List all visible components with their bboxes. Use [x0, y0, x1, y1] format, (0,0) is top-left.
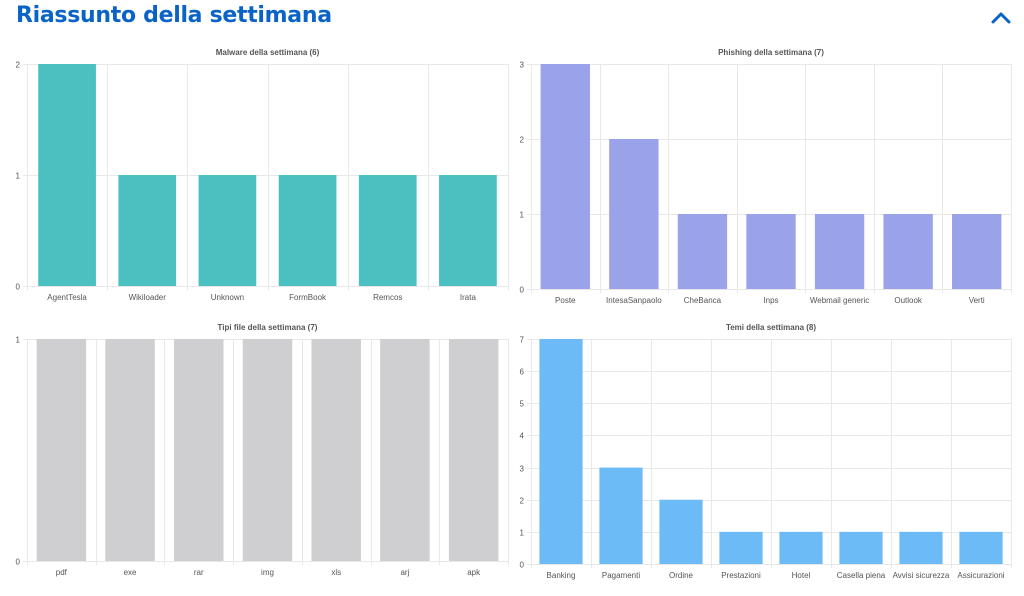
- bar-chebanca: [677, 214, 728, 289]
- y-tick-label: 1: [520, 529, 525, 538]
- bar-apk: [448, 339, 499, 561]
- bar-prestazioni: [719, 531, 763, 564]
- x-tick-label: pdf: [56, 568, 68, 577]
- x-tick-label: Webmail generic: [810, 296, 869, 305]
- y-tick-label: 5: [520, 400, 525, 409]
- bar-ordine: [659, 499, 703, 564]
- bar-banking: [539, 339, 583, 564]
- bar-outlook: [883, 214, 933, 289]
- y-tick-label: 0: [520, 286, 525, 295]
- bar-agenttesla: [38, 64, 96, 286]
- y-tick-label: 0: [16, 558, 21, 567]
- chart-title: Malware della settimana (6): [216, 48, 320, 57]
- page-title: Riassunto della settimana: [16, 3, 332, 28]
- x-tick-label: Outlook: [894, 296, 923, 305]
- x-tick-label: xls: [331, 568, 341, 577]
- bar-irata: [439, 175, 497, 286]
- x-tick-label: Assicurazioni: [957, 571, 1004, 580]
- bar-unknown: [198, 175, 257, 286]
- chart-title: Tipi file della settimana (7): [218, 323, 318, 332]
- bar-img: [242, 339, 293, 561]
- bar-hotel: [779, 531, 823, 564]
- bar-poste: [540, 64, 590, 289]
- x-tick-label: Hotel: [792, 571, 811, 580]
- bar-inps: [746, 214, 796, 289]
- x-tick-label: Prestazioni: [721, 571, 761, 580]
- x-tick-label: rar: [194, 568, 204, 577]
- chart-title: Temi della settimana (8): [726, 323, 816, 332]
- bar-intesasanpaolo: [609, 139, 659, 289]
- x-tick-label: arj: [400, 568, 409, 577]
- y-tick-label: 6: [520, 368, 525, 377]
- y-tick-label: 4: [520, 432, 525, 441]
- y-tick-label: 2: [520, 497, 525, 506]
- bar-avvisi-sicurezza: [899, 531, 943, 564]
- chart-4: Temi della settimana (8) 0 1 2 3 4 5 6 7 Banking P…: [520, 323, 1012, 580]
- chevron-up-icon: [991, 12, 1011, 24]
- chart-3: Tipi file della settimana (7) 0 1 pdf exe rar…: [16, 323, 509, 577]
- chart-1: Malware della settimana (6) 0 1 2 AgentTesla…: [16, 48, 509, 302]
- x-tick-label: Wikiloader: [129, 293, 167, 302]
- y-tick-label: 2: [520, 136, 525, 145]
- y-tick-label: 1: [520, 211, 525, 220]
- bar-exe: [105, 339, 155, 561]
- bar-verti: [952, 214, 1002, 289]
- bar-rar: [174, 339, 224, 561]
- x-tick-label: Ordine: [669, 571, 694, 580]
- x-tick-label: FormBook: [289, 293, 327, 302]
- bar-formbook: [278, 175, 337, 286]
- collapse-button[interactable]: [988, 8, 1014, 28]
- x-tick-label: IntesaSanpaolo: [606, 296, 662, 305]
- x-tick-label: Remcos: [373, 293, 402, 302]
- x-tick-label: AgentTesla: [47, 293, 87, 302]
- x-tick-label: exe: [124, 568, 137, 577]
- x-tick-label: Casella piena: [837, 571, 886, 580]
- bar-pagamenti: [599, 467, 643, 564]
- x-tick-label: Inps: [763, 296, 778, 305]
- bar-arj: [380, 339, 430, 561]
- x-tick-label: img: [261, 568, 274, 577]
- y-tick-label: 7: [520, 336, 525, 345]
- bar-wikiloader: [118, 175, 177, 286]
- y-tick-label: 3: [520, 61, 525, 70]
- y-tick-label: 1: [16, 336, 21, 345]
- bar-xls: [311, 339, 361, 561]
- x-tick-label: Pagamenti: [602, 571, 640, 580]
- chart-title: Phishing della settimana (7): [718, 48, 824, 57]
- x-tick-label: Banking: [547, 571, 576, 580]
- y-tick-label: 1: [16, 172, 21, 181]
- bar-assicurazioni: [959, 531, 1003, 564]
- bar-pdf: [36, 339, 87, 561]
- y-tick-label: 0: [16, 283, 21, 292]
- section-header: Riassunto della settimana: [0, 0, 1024, 40]
- bar-remcos: [358, 175, 417, 286]
- y-tick-label: 0: [520, 561, 525, 570]
- x-tick-label: apk: [467, 568, 481, 577]
- x-tick-label: Poste: [555, 296, 576, 305]
- x-tick-label: Irata: [460, 293, 477, 302]
- y-tick-label: 2: [16, 61, 21, 70]
- bar-webmail-generic: [814, 214, 865, 289]
- chart-2: Phishing della settimana (7) 0 1 2 3 Poste Int…: [520, 48, 1012, 305]
- bar-casella-piena: [839, 531, 883, 564]
- y-tick-label: 3: [520, 465, 525, 474]
- x-tick-label: Verti: [969, 296, 985, 305]
- x-tick-label: Unknown: [211, 293, 244, 302]
- x-tick-label: Avvisi sicurezza: [893, 571, 950, 580]
- x-tick-label: CheBanca: [684, 296, 722, 305]
